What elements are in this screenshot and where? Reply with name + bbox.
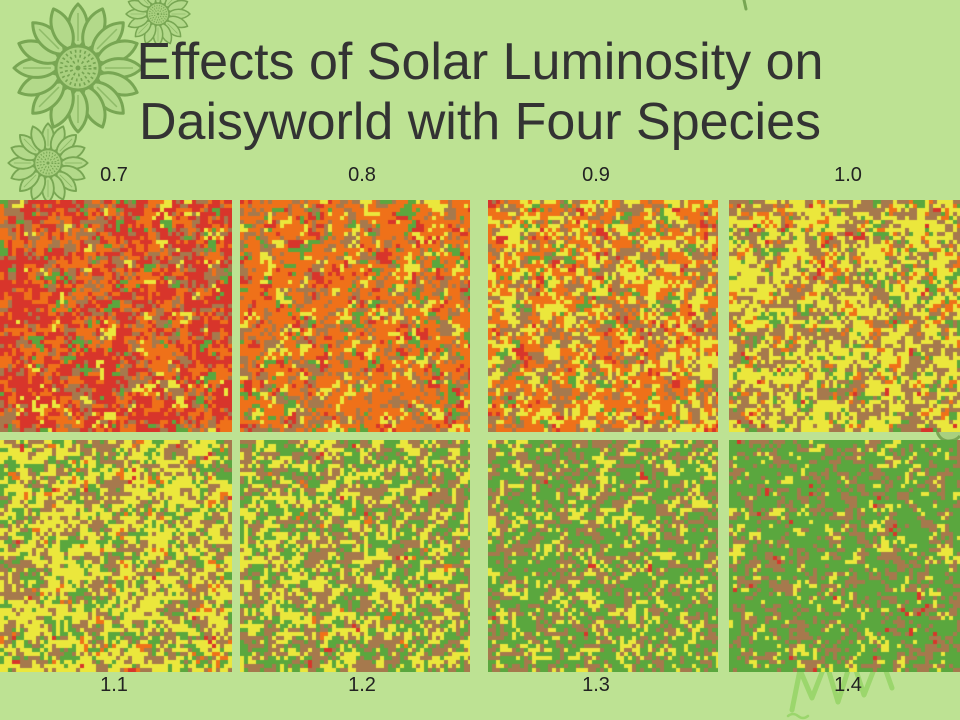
daisyworld-panel bbox=[729, 200, 960, 432]
daisyworld-panel bbox=[240, 440, 470, 672]
luminosity-label: 1.1 bbox=[100, 674, 128, 696]
daisyworld-panel bbox=[488, 440, 718, 672]
luminosity-label: 1.0 bbox=[834, 164, 862, 186]
daisyworld-panel bbox=[0, 200, 232, 432]
daisy-grid bbox=[240, 440, 470, 672]
luminosity-label: 1.2 bbox=[348, 674, 376, 696]
daisy-grid bbox=[729, 440, 960, 672]
daisyworld-panel bbox=[729, 440, 960, 672]
daisyworld-panel bbox=[0, 440, 232, 672]
daisy-grid bbox=[0, 440, 232, 672]
luminosity-label: 1.4 bbox=[834, 674, 862, 696]
leaf-tip-icon bbox=[742, 0, 748, 11]
daisy-grid bbox=[729, 200, 960, 432]
daisy-grid bbox=[240, 200, 470, 432]
daisy-grid bbox=[488, 200, 718, 432]
daisyworld-panel bbox=[240, 200, 470, 432]
slide-title-line-1: Effects of Solar Luminosity on bbox=[136, 33, 824, 91]
daisy-grid bbox=[488, 440, 718, 672]
luminosity-label: 0.7 bbox=[100, 164, 128, 186]
daisyworld-panel bbox=[488, 200, 718, 432]
luminosity-label: 0.8 bbox=[348, 164, 376, 186]
daisy-grid bbox=[0, 200, 232, 432]
slide-title-line-2: Daisyworld with Four Species bbox=[138, 93, 822, 151]
luminosity-label: 0.9 bbox=[582, 164, 610, 186]
luminosity-label: 1.3 bbox=[582, 674, 610, 696]
